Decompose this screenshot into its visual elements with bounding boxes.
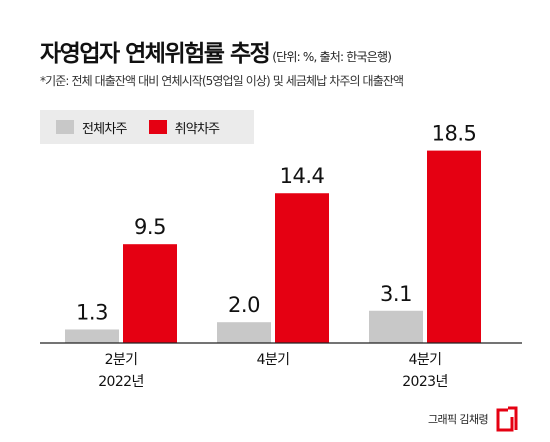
data-label-all-2: 3.1 [380, 282, 412, 306]
asiae-logo-icon [496, 406, 518, 432]
bar-vulnerable-0 [123, 244, 177, 343]
footer: 그래픽 김채령 [428, 406, 520, 432]
legend-item-all: 전체차주 [56, 118, 127, 137]
legend-swatch-all [56, 120, 74, 134]
data-label-vulnerable-1: 14.4 [280, 164, 325, 188]
x-tick-label-0-0: 2분기 [105, 352, 138, 368]
data-label-all-1: 2.0 [228, 293, 260, 317]
legend-label-all: 전체차주 [82, 121, 127, 137]
legend: 전체차주 취약차주 [40, 110, 254, 144]
bar-all-2 [369, 310, 423, 343]
bar-all-0 [65, 329, 119, 343]
bar-all-1 [217, 322, 271, 343]
legend-label-vulnerable: 취약차주 [174, 121, 220, 137]
x-tick-label-0-1: 2022년 [98, 374, 144, 390]
data-label-all-0: 1.3 [76, 300, 108, 324]
bar-vulnerable-1 [275, 193, 329, 343]
chart-subtitle: *기준: 전체 대출잔액 대비 연체시작(5영업일 이상) 및 세금체납 차주의… [40, 74, 404, 88]
x-tick-label-1-0: 4분기 [257, 352, 290, 368]
bar-vulnerable-2 [427, 150, 481, 343]
legend-item-vulnerable: 취약차주 [148, 118, 220, 137]
data-label-vulnerable-2: 18.5 [432, 122, 477, 146]
data-label-vulnerable-0: 9.5 [134, 215, 166, 239]
legend-swatch-vulnerable [148, 120, 167, 134]
x-tick-label-2-1: 2023년 [402, 374, 448, 390]
unit-note: (단위: %, 출처: 한국은행) [272, 50, 392, 64]
title-row: 자영업자 연체위험률 추정 (단위: %, 출처: 한국은행) [40, 34, 392, 68]
chart-title: 자영업자 연체위험률 추정 [40, 41, 271, 67]
graphic-credit: 그래픽 김채령 [427, 413, 489, 426]
x-tick-label-2-0: 4분기 [409, 352, 442, 368]
